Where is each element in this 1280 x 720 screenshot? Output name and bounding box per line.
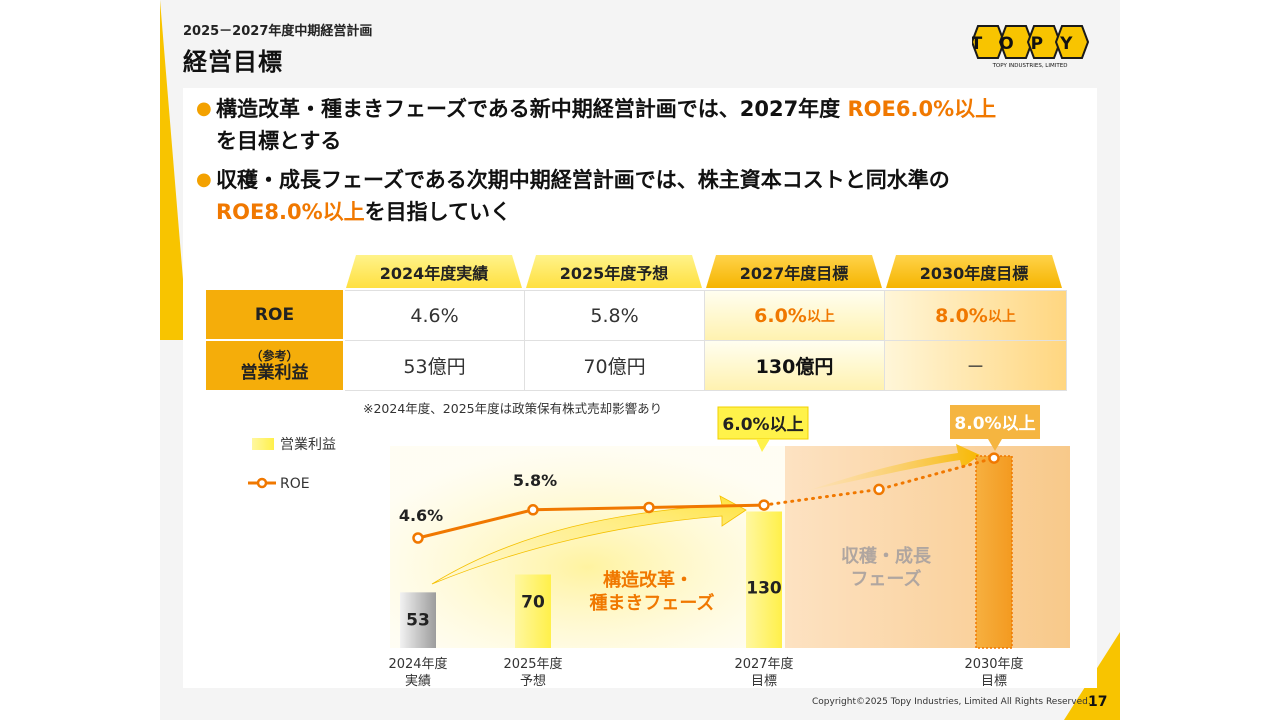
roe-point-2027 bbox=[758, 499, 770, 511]
th-shape-2030 bbox=[886, 255, 1062, 288]
bar-3-target bbox=[975, 455, 1013, 649]
table-note: ※2024年度、2025年度は政策保有株式売却影響あり bbox=[363, 401, 663, 416]
roe-point-2025 bbox=[527, 504, 539, 516]
bullet-2-line1: 収穫・成長フェーズである次期中期経営計画では、株主資本コストと同水準の bbox=[216, 168, 950, 192]
table-header-2030: 2030年度目標 bbox=[919, 263, 1029, 283]
cell-roe-2024: 4.6% bbox=[345, 290, 525, 341]
cell-roe-2025: 5.8% bbox=[525, 290, 705, 341]
bullet-1-line1: 構造改革・種まきフェーズである新中期経営計画では、2027年度 ROE6.0%以… bbox=[216, 97, 997, 121]
chart-labels-layer: 532024年度実績702025年度予想1302027年度目標2030年度目標4… bbox=[388, 405, 1040, 689]
phase2-label-line2: フェーズ bbox=[850, 568, 921, 590]
table-header-2025: 2025年度予想 bbox=[559, 263, 669, 283]
bar-value-label-1: 70 bbox=[521, 593, 545, 613]
row-label-profit-text: 営業利益 bbox=[240, 362, 309, 383]
cell-roe-2030-suffix: 以上 bbox=[987, 308, 1016, 325]
row-label-small: （参考） bbox=[250, 348, 299, 363]
bar-value-label-0: 53 bbox=[406, 610, 430, 630]
topy-logo: TOPY TOPY INDUSTRIES, LIMITED bbox=[972, 25, 1090, 69]
row-label-roe: ROE bbox=[206, 290, 343, 339]
logo-subtext: TOPY INDUSTRIES, LIMITED bbox=[992, 63, 1068, 69]
cell-profit-2030: － bbox=[885, 341, 1067, 391]
bullet-2: ● 収穫・成長フェーズである次期中期経営計画では、株主資本コストと同水準の RO… bbox=[196, 164, 1086, 228]
logo-text: TOPY bbox=[972, 34, 1089, 54]
x-axis-label-3-1: 目標 bbox=[981, 674, 1007, 689]
roe-callout-2027-pointer bbox=[756, 439, 770, 452]
bullet-1: ● 構造改革・種まきフェーズである新中期経営計画では、2027年度 ROE6.0… bbox=[196, 93, 1086, 157]
bar-2 bbox=[746, 511, 782, 648]
roe-line-dotted bbox=[762, 456, 996, 507]
table-header-2024: 2024年度実績 bbox=[379, 263, 489, 283]
phase1-arrow bbox=[431, 495, 747, 585]
row-label-operating-profit: （参考） 営業利益 bbox=[206, 341, 343, 390]
bar-0 bbox=[400, 592, 436, 648]
roe-point-2028 bbox=[873, 483, 885, 496]
phase2-background bbox=[785, 446, 1070, 648]
roe-label-2030: 8.0%以上 bbox=[954, 414, 1035, 434]
copyright-text: Copyright©2025 Topy Industries, Limited … bbox=[812, 697, 1091, 707]
th-shape-2027 bbox=[706, 255, 882, 288]
page-number: 17 bbox=[1088, 694, 1108, 710]
bar-value-label-2: 130 bbox=[746, 579, 782, 599]
roe-label-2025: 5.8% bbox=[513, 471, 557, 490]
x-axis-label-2-1: 目標 bbox=[751, 674, 777, 689]
cell-profit-2025: 70億円 bbox=[525, 341, 705, 391]
roe-point-2030 bbox=[988, 452, 1000, 464]
roe-callout-2030-pointer bbox=[988, 439, 1002, 451]
roe-line-layer bbox=[412, 452, 1000, 544]
bullet-1-line2: を目標とする bbox=[216, 129, 342, 153]
cell-roe-2027-suffix: 以上 bbox=[806, 308, 835, 325]
phase2-arrow bbox=[810, 444, 980, 490]
row-label-roe-text: ROE bbox=[254, 304, 295, 325]
th-shape-2025 bbox=[526, 255, 702, 288]
legend-line-label: ROE bbox=[280, 476, 310, 492]
bullet-dot-icon: ● bbox=[196, 169, 212, 190]
table-header-2027: 2027年度目標 bbox=[739, 263, 849, 283]
bullet-2-line2: ROE8.0%以上を目指していく bbox=[216, 200, 511, 224]
x-axis-label-1-1: 予想 bbox=[520, 673, 546, 689]
phase1-label-line2: 種まきフェーズ bbox=[589, 592, 714, 614]
phase1-background bbox=[390, 446, 785, 648]
x-axis-label-0-1: 実績 bbox=[405, 673, 431, 689]
roe-point-2026 bbox=[643, 501, 655, 514]
legend-line-marker bbox=[256, 477, 268, 489]
roe-callout-2027 bbox=[717, 406, 809, 440]
x-axis-label-3-0: 2030年度 bbox=[964, 656, 1023, 672]
bullet-dot-icon: ● bbox=[196, 98, 212, 119]
phase1-label-line1: 構造改革・ bbox=[603, 569, 693, 591]
slide-title: 経営目標 bbox=[183, 48, 283, 76]
logo-hexagons bbox=[972, 25, 1090, 59]
roe-callout-2030 bbox=[950, 405, 1040, 439]
slide-subtitle: 2025－2027年度中期経営計画 bbox=[183, 24, 373, 39]
legend-bar-swatch bbox=[252, 438, 274, 450]
th-shape-2024 bbox=[346, 255, 522, 288]
phase2-label-line1: 収穫・成長 bbox=[841, 545, 932, 567]
roe-point-2024 bbox=[412, 532, 424, 544]
cell-profit-2024: 53億円 bbox=[345, 341, 525, 391]
roe-line-solid bbox=[417, 503, 765, 540]
bar-1 bbox=[515, 574, 551, 648]
x-axis-label-2-0: 2027年度 bbox=[734, 656, 793, 672]
roe-label-2027: 6.0%以上 bbox=[722, 415, 803, 435]
legend-bar-label: 営業利益 bbox=[280, 437, 336, 453]
roe-label-2024: 4.6% bbox=[399, 506, 443, 525]
cell-roe-2030-value: 8.0% bbox=[935, 304, 988, 327]
cell-roe-2027: 6.0% 以上 bbox=[705, 290, 885, 341]
x-axis-label-1-0: 2025年度 bbox=[503, 656, 562, 672]
cell-profit-2027: 130億円 bbox=[705, 341, 885, 391]
cell-roe-2030: 8.0% 以上 bbox=[885, 290, 1067, 341]
bars-layer bbox=[400, 455, 1013, 649]
x-axis-label-0-0: 2024年度 bbox=[388, 656, 447, 672]
cell-roe-2027-value: 6.0% bbox=[754, 304, 807, 327]
